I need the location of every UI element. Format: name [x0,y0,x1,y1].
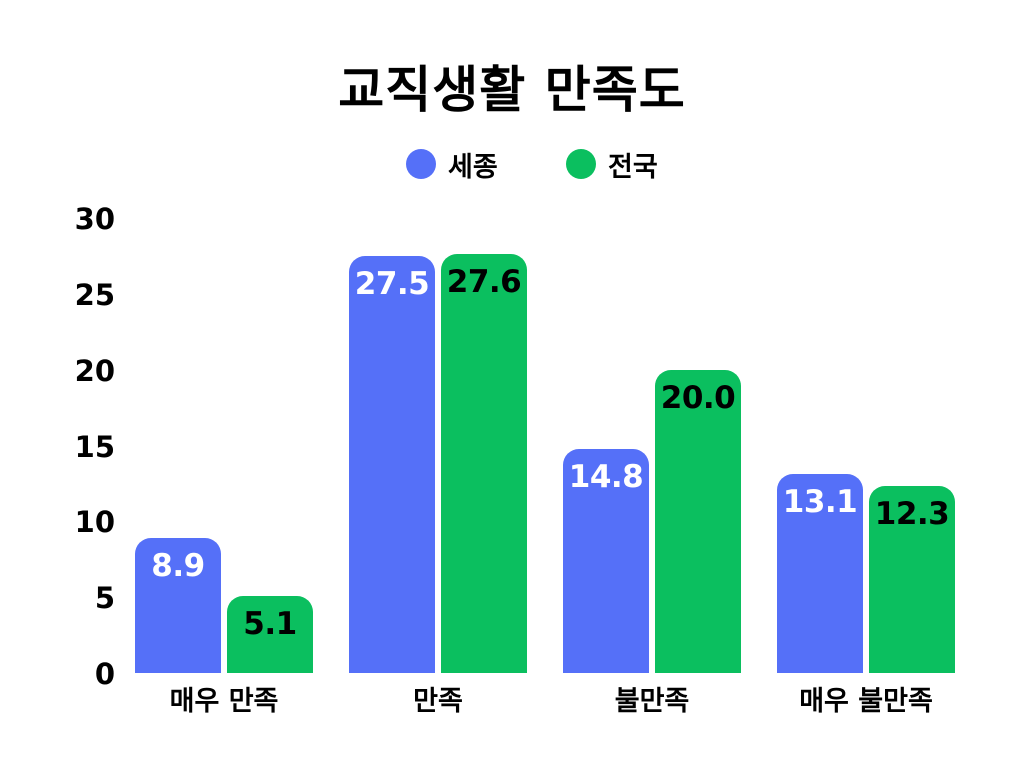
legend-item-national: 전국 [566,146,658,183]
x-label: 매우 만족 [169,686,279,717]
y-tick: 0 [94,657,115,691]
legend-label: 세종 [448,151,498,183]
bar-value-label: 20.0 [660,380,736,416]
bar-national-very-satisfied: 5.1 [227,596,313,673]
bar-value-label: 5.1 [243,606,297,642]
chart-title: 교직생활 만족도 [338,61,686,119]
legend: 세종 전국 [0,146,1024,183]
y-tick: 10 [74,505,115,539]
y-tick: 5 [94,581,115,615]
y-tick: 15 [74,430,115,464]
legend-dot-icon [566,149,596,179]
bar-value-label: 13.1 [782,484,858,520]
legend-label: 전국 [608,151,658,183]
bar-sejong-dissatisfied: 14.8 [563,449,649,673]
bar-national-very-dissatisfied: 12.3 [869,486,955,673]
x-label: 매우 불만족 [799,686,933,717]
legend-dot-icon [406,149,436,179]
bar-sejong-satisfied: 27.5 [349,256,435,673]
bar-sejong-very-satisfied: 8.9 [135,538,221,673]
bar-national-satisfied: 27.6 [441,254,527,673]
bar-value-label: 12.3 [874,496,950,532]
y-tick: 20 [74,354,115,388]
y-tick: 25 [74,278,115,312]
y-tick: 30 [74,202,115,236]
bar-sejong-very-dissatisfied: 13.1 [777,474,863,673]
x-label: 만족 [413,686,463,717]
legend-item-sejong: 세종 [406,146,498,183]
bar-national-dissatisfied: 20.0 [655,370,741,673]
bar-value-label: 14.8 [568,459,644,495]
bar-value-label: 27.6 [446,264,522,300]
bar-value-label: 27.5 [354,266,430,302]
x-label: 불만족 [614,686,690,717]
bar-value-label: 8.9 [151,548,205,584]
